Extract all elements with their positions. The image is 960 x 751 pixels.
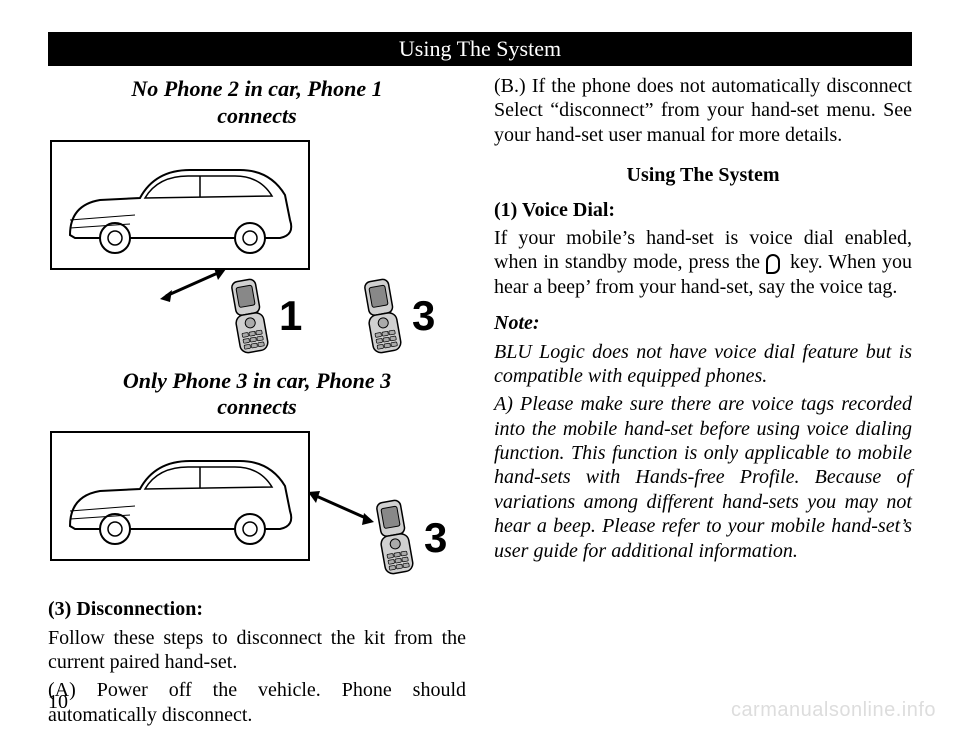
phone-key-icon [766, 254, 780, 274]
phone-3b-group: 3 [368, 497, 447, 577]
voice-dial-title: (1) Voice Dial: [494, 198, 912, 222]
double-arrow-icon [306, 487, 376, 527]
phone-3b-label: 3 [424, 512, 447, 563]
scenario-2-heading: Only Phone 3 in car, Phone 3 connects [48, 368, 466, 422]
phone-1-group: 1 [223, 276, 302, 356]
page-number: 10 [48, 691, 68, 714]
phone-3a-group: 3 [356, 276, 435, 356]
disconnection-title: (3) Disconnection: [48, 597, 466, 621]
disconnection-title-text: (3) Disconnection: [48, 598, 203, 620]
using-system-subhead: Using The System [494, 163, 912, 187]
scenario-2-line1: Only Phone 3 in car, Phone 3 [123, 368, 391, 393]
right-column: (B.) If the phone does not automatically… [494, 74, 912, 731]
phone-1-label: 1 [279, 290, 302, 341]
paragraph-b: (B.) If the phone does not automatically… [494, 74, 912, 147]
page-header: Using The System [48, 32, 912, 66]
car-icon [60, 441, 300, 551]
scenario-1-heading: No Phone 2 in car, Phone 1 connects [48, 76, 466, 130]
note-p2: A) Please make sure there are voice tags… [494, 392, 912, 563]
flip-phone-icon [368, 497, 420, 577]
note-p1: BLU Logic does not have voice dial featu… [494, 340, 912, 389]
note-label-text: Note: [494, 312, 540, 334]
scenario-2-line2: connects [217, 394, 296, 419]
voice-dial-title-text: (1) Voice Dial: [494, 199, 615, 221]
phone-3a-label: 3 [412, 290, 435, 341]
voice-dial-paragraph: If your mobile’s hand-set is voice dial … [494, 226, 912, 299]
scenario-1-line2: connects [217, 103, 296, 128]
car-icon [60, 150, 300, 260]
diagram-2: 3 [48, 427, 466, 597]
disconnection-p2: (A) Power off the vehicle. Phone should … [48, 678, 466, 727]
car-box-1 [50, 140, 310, 270]
disconnection-p1: Follow these steps to disconnect the kit… [48, 626, 466, 675]
note-label: Note: [494, 311, 912, 335]
left-column: No Phone 2 in car, Phone 1 connects [48, 74, 466, 731]
scenario-1-line1: No Phone 2 in car, Phone 1 [131, 76, 382, 101]
two-column-layout: No Phone 2 in car, Phone 1 connects [48, 74, 912, 731]
diagram-1: 1 [48, 136, 466, 366]
double-arrow-icon [158, 264, 228, 304]
watermark: carmanualsonline.info [731, 699, 936, 722]
flip-phone-icon [223, 276, 275, 356]
car-box-2 [50, 431, 310, 561]
flip-phone-icon [356, 276, 408, 356]
